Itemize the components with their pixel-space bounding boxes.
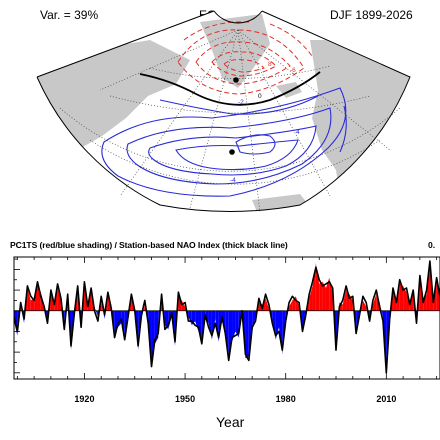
negative-shading-segment <box>245 310 249 359</box>
positive-shading-segment <box>309 285 313 311</box>
land-iceland <box>276 82 302 98</box>
negative-shading-segment <box>205 310 209 324</box>
contour-labels: -6 -2 8 0 4 -4 <box>230 61 300 184</box>
positive-shading-segment <box>399 283 404 311</box>
contour-label: 8 <box>268 61 272 68</box>
negative-shading-segment <box>151 310 155 363</box>
negative-shading-segment <box>232 310 236 342</box>
negative-shading-segment <box>225 310 229 357</box>
positive-shading-segment <box>329 277 333 311</box>
positive-shading-segment <box>426 265 430 311</box>
x-tick-label: 2010 <box>376 394 396 404</box>
x-axis-label: Year <box>216 414 245 430</box>
timeseries-corner-text: 0. <box>428 240 436 250</box>
negative-shading-segment <box>188 310 192 326</box>
positive-shading-segment <box>325 277 330 311</box>
contour-label: -6 <box>290 67 296 74</box>
positive-shading-segment <box>57 288 61 311</box>
positive-shading-segment <box>289 300 293 311</box>
positive-shading-segment <box>362 300 367 311</box>
land-greenland <box>200 14 270 88</box>
x-tick-label: 1920 <box>74 394 94 404</box>
map-frame <box>36 10 411 212</box>
positive-shading-segment <box>322 281 326 311</box>
contour-label: 0 <box>258 93 262 100</box>
period-label: DJF 1899-2026 <box>330 8 413 22</box>
positive-shading-segment <box>30 298 35 311</box>
positive-shading-segment <box>409 294 414 311</box>
positive-shading-segment <box>181 300 186 311</box>
timeseries-title: PC1TS (red/blue shading) / Station-based… <box>10 240 288 250</box>
map-pole-arc <box>213 10 263 24</box>
positive-shading-segment <box>436 281 440 311</box>
negative-shading-segment <box>221 310 226 330</box>
positive-shading-segment <box>312 263 316 311</box>
negative-shading-segment <box>164 310 169 330</box>
variance-label: Var. = 39% <box>40 8 99 22</box>
positive-shading-segment <box>315 263 320 311</box>
negative-center-marker <box>229 149 235 155</box>
positive-shading-segment <box>406 292 410 311</box>
map-graticule <box>59 29 401 213</box>
timeseries-frame <box>13 256 440 380</box>
contour-label: -4 <box>230 177 236 184</box>
positive-shading-segment <box>319 281 323 311</box>
negative-contours <box>101 87 347 197</box>
zero-contour <box>139 71 321 106</box>
positive-shading-segment <box>27 288 31 311</box>
eof1-map: -6 -2 8 0 4 -4 <box>36 10 411 213</box>
positive-shading-segment <box>403 285 407 311</box>
positive-shading-segment <box>295 296 300 311</box>
positive-shading-segment <box>20 306 22 311</box>
positive-shading-segment <box>342 290 347 311</box>
negative-shading-segment <box>235 310 239 338</box>
negative-shading-segment <box>275 310 279 340</box>
contour-label: 4 <box>296 129 300 136</box>
contour-label: -2 <box>238 99 244 106</box>
positive-shading-segment <box>265 298 269 311</box>
positive-contours <box>177 21 313 95</box>
positive-center-marker <box>233 77 239 83</box>
positive-shading-segment <box>143 304 145 311</box>
x-tick-label: 1980 <box>276 394 296 404</box>
negative-shading-segment <box>95 310 98 317</box>
positive-shading-segment <box>372 294 377 311</box>
x-tick-label: 1950 <box>175 394 195 404</box>
positive-shading-segment <box>376 294 380 311</box>
positive-shading-segment <box>50 294 55 311</box>
nao-index-line <box>14 260 440 374</box>
negative-shading-segment <box>121 310 125 336</box>
negative-shading-segment <box>381 310 383 317</box>
